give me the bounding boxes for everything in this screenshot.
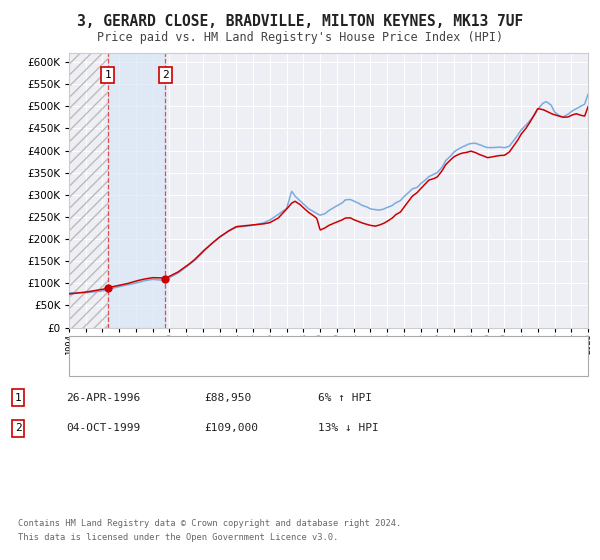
Text: 3, GERARD CLOSE, BRADVILLE, MILTON KEYNES, MK13 7UF: 3, GERARD CLOSE, BRADVILLE, MILTON KEYNE… [77,14,523,29]
Text: Price paid vs. HM Land Registry's House Price Index (HPI): Price paid vs. HM Land Registry's House … [97,31,503,44]
Text: 13% ↓ HPI: 13% ↓ HPI [318,423,379,433]
Text: 04-OCT-1999: 04-OCT-1999 [66,423,140,433]
Bar [108,53,166,328]
Text: HPI: Average price, detached house, Milton Keynes: HPI: Average price, detached house, Milt… [120,359,414,369]
Text: 1: 1 [14,393,22,403]
Text: 2: 2 [14,423,22,433]
Bar [69,53,108,328]
Text: 3, GERARD CLOSE, BRADVILLE, MILTON KEYNES, MK13 7UF (detached house): 3, GERARD CLOSE, BRADVILLE, MILTON KEYNE… [120,342,528,352]
Text: £88,950: £88,950 [204,393,251,403]
Text: 1: 1 [104,71,111,80]
Text: 2: 2 [162,71,169,80]
Text: Contains HM Land Registry data © Crown copyright and database right 2024.: Contains HM Land Registry data © Crown c… [18,519,401,528]
Text: 26-APR-1996: 26-APR-1996 [66,393,140,403]
Text: This data is licensed under the Open Government Licence v3.0.: This data is licensed under the Open Gov… [18,533,338,542]
Text: 6% ↑ HPI: 6% ↑ HPI [318,393,372,403]
Text: £109,000: £109,000 [204,423,258,433]
